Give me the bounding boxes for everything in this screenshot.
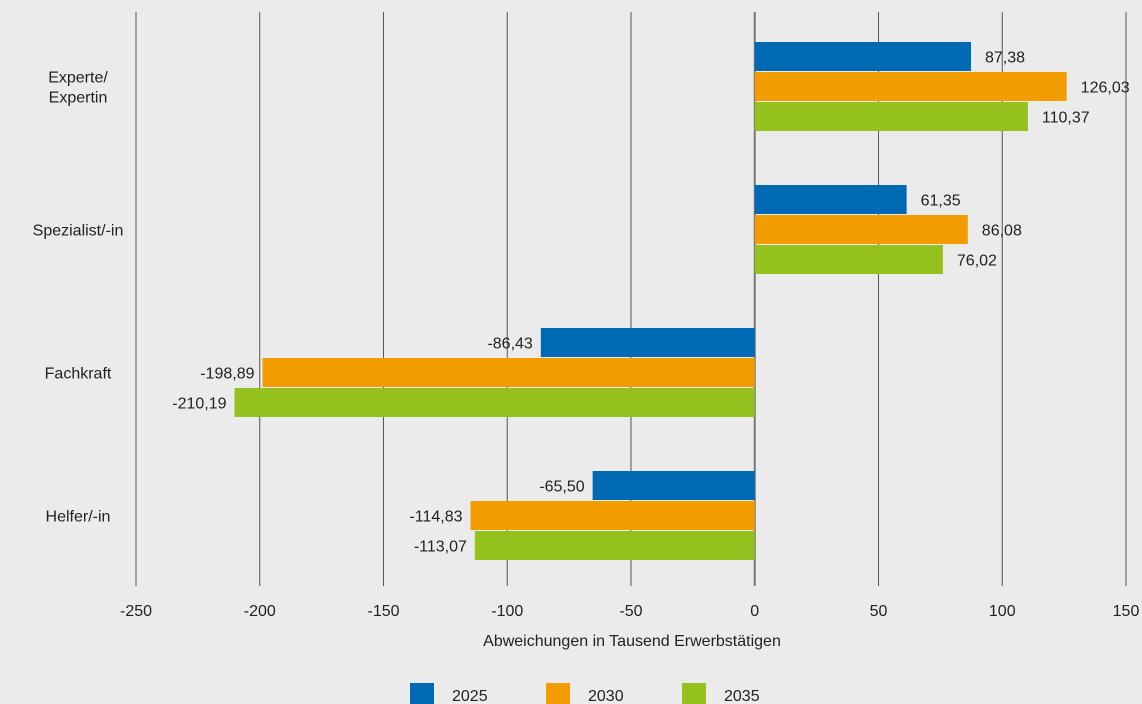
- category-labels-layer: Experte/Expertin Spezialist/-in Fachkraft H…: [33, 70, 124, 526]
- bar-2025: [754, 42, 972, 71]
- data-label: 86,08: [982, 223, 1022, 240]
- data-labels-layer: 87,38 126,03 110,37 61,35 86,08 76,02 -86,43 -1…: [172, 50, 1129, 556]
- x-axis-title: Abweichungen in Tausend Erwerbstätigen: [483, 633, 781, 650]
- legend: 2025 2030 2035: [410, 683, 760, 704]
- legend-label: 2025: [452, 688, 488, 704]
- bar-2030: [262, 358, 755, 387]
- bar-2025: [540, 328, 755, 357]
- category-label: Spezialist/-in: [33, 223, 124, 240]
- legend-label: 2035: [724, 688, 760, 704]
- data-label: 110,37: [1042, 110, 1090, 127]
- data-label: -86,43: [487, 336, 532, 353]
- x-tick-label: -100: [491, 603, 523, 620]
- legend-swatch-2030: [546, 683, 570, 704]
- x-tick-label: -200: [244, 603, 276, 620]
- data-label: -210,19: [172, 396, 226, 413]
- data-label: 61,35: [921, 193, 961, 210]
- x-tick-label: 150: [1113, 603, 1140, 620]
- data-label: -65,50: [539, 479, 584, 496]
- bar-2030: [754, 215, 968, 244]
- x-tick-label: -150: [367, 603, 399, 620]
- category-label: Fachkraft: [45, 366, 112, 383]
- x-tick-label: 0: [750, 603, 759, 620]
- data-label: 76,02: [957, 253, 997, 270]
- x-tick-label: -50: [619, 603, 642, 620]
- bar-2035: [754, 245, 943, 274]
- data-label: -198,89: [200, 366, 254, 383]
- bar-2025: [754, 185, 907, 214]
- bar-2035: [234, 388, 755, 417]
- bar-2035: [474, 531, 755, 560]
- data-label: -113,07: [414, 539, 467, 556]
- legend-swatch-2035: [682, 683, 706, 704]
- bar-2035: [754, 102, 1028, 131]
- data-label: 126,03: [1081, 80, 1130, 97]
- bar-2025: [592, 471, 755, 500]
- category-label: Experte/Expertin: [48, 70, 108, 107]
- bar-2030: [470, 501, 755, 530]
- x-tick-labels-layer: -250 -200 -150 -100 -50 0 50 100 150: [120, 603, 1139, 620]
- legend-label: 2030: [588, 688, 624, 704]
- x-tick-label: 100: [989, 603, 1016, 620]
- bar-2030: [754, 72, 1067, 101]
- legend-swatch-2025: [410, 683, 434, 704]
- data-label: -114,83: [409, 509, 462, 526]
- bars-layer: [234, 42, 1067, 560]
- x-tick-label: -250: [120, 603, 152, 620]
- category-label: Helfer/-in: [46, 509, 111, 526]
- x-tick-label: 50: [870, 603, 888, 620]
- data-label: 87,38: [985, 50, 1025, 67]
